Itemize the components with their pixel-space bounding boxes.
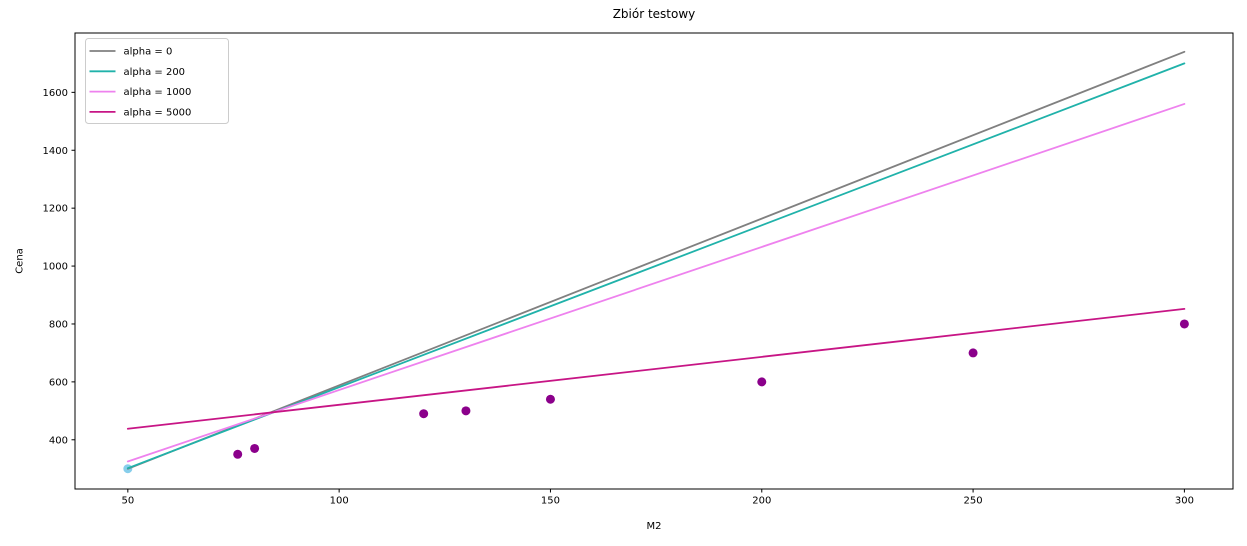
chart-title: Zbiór testowy — [612, 7, 696, 21]
x-tick-label: 50 — [121, 495, 134, 506]
scatter-point-test-points — [233, 449, 243, 459]
legend-entry: alpha = 1000 — [89, 87, 192, 98]
regression-line — [126, 308, 1186, 430]
legend-label: alpha = 1000 — [124, 87, 192, 98]
legend-label: alpha = 5000 — [124, 107, 192, 118]
scatter-point-test-points — [250, 443, 260, 453]
y-tick-label: 1200 — [43, 204, 68, 215]
legend-label: alpha = 200 — [124, 67, 186, 78]
x-tick-label: 200 — [752, 495, 771, 506]
y-tick-label: 1000 — [43, 262, 68, 273]
scatter-point-test-points — [1179, 319, 1189, 329]
regression-line — [126, 50, 1186, 470]
axes-frame — [74, 32, 1234, 490]
y-tick-label: 1600 — [43, 88, 68, 99]
legend-entry: alpha = 0 — [89, 47, 173, 58]
legend-box — [85, 38, 229, 124]
y-tick-label: 800 — [49, 319, 68, 330]
x-tick-label: 300 — [1175, 495, 1194, 506]
scatter-point-test-points — [461, 406, 471, 416]
x-tick-label: 150 — [541, 495, 560, 506]
regression-line — [126, 62, 1186, 470]
legend-entry: alpha = 5000 — [89, 107, 192, 118]
legend-entry: alpha = 200 — [89, 67, 186, 78]
x-tick-label: 100 — [330, 495, 349, 506]
scatter-point-test-points — [419, 409, 429, 419]
y-tick-label: 600 — [49, 377, 68, 388]
scatter-point-test-points — [968, 348, 978, 358]
x-axis-label: M2 — [646, 521, 662, 532]
x-tick-label: 250 — [964, 495, 983, 506]
scatter-point-test-points — [545, 394, 555, 404]
y-axis-label: Cena — [14, 248, 26, 274]
legend-label: alpha = 0 — [124, 47, 173, 58]
y-tick-label: 1400 — [43, 146, 68, 157]
y-tick-label: 400 — [49, 435, 68, 446]
legend: alpha = 0 alpha = 200 alpha = 1000 alpha = … — [85, 38, 229, 124]
scatter-point-test-points — [757, 377, 767, 387]
regression-line — [126, 103, 1186, 463]
